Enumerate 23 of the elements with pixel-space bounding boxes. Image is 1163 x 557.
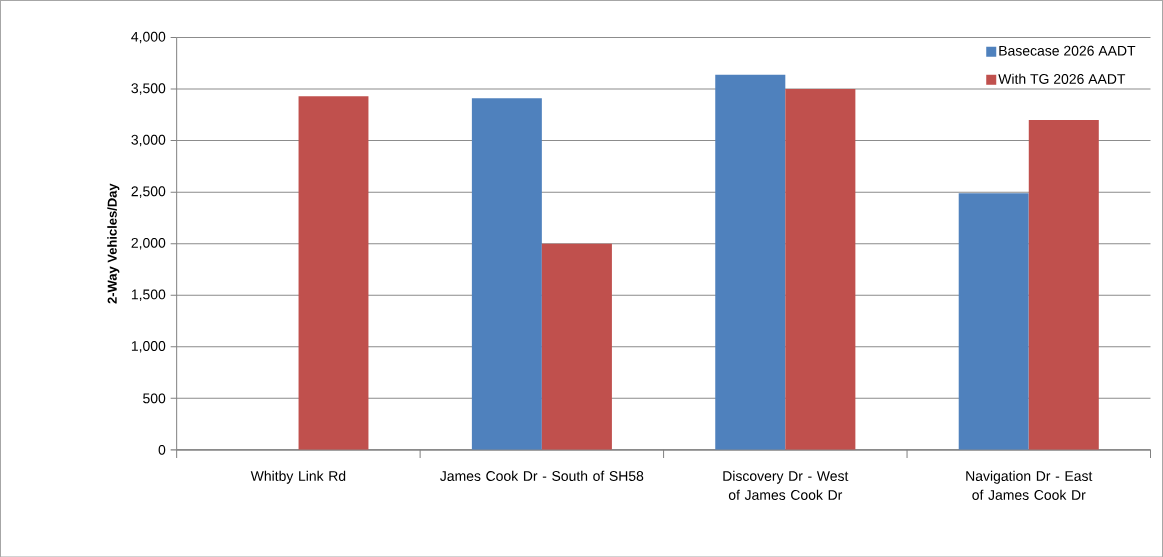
x-tick-label: Whitby Link Rd	[250, 470, 346, 484]
y-tick-label: 1,500	[131, 289, 166, 301]
y-tick-label: 4,000	[131, 31, 166, 44]
y-tick-label: 2,500	[131, 186, 166, 198]
bar	[471, 98, 542, 450]
y-tick-label: 0	[158, 444, 166, 455]
x-tick-label: James Cook Dr - South of SH58	[440, 470, 644, 481]
x-tick-label: Navigation Dr - East of James Cook Dr	[966, 470, 1093, 500]
legend-label: With TG 2026 AADT	[998, 73, 1126, 84]
bar	[541, 243, 612, 450]
y-tick-label: 3,000	[131, 134, 166, 147]
y-tick-label: 1,000	[131, 340, 166, 353]
y-tick-label: 500	[143, 393, 166, 404]
bar	[298, 96, 369, 450]
x-tick-label: Discovery Dr - West of James Cook Dr	[723, 470, 849, 500]
y-tick-label: 3,500	[131, 83, 166, 95]
bar	[715, 74, 786, 450]
y-tick-label: 2,000	[131, 237, 166, 250]
bar	[785, 88, 856, 450]
bar	[958, 192, 1029, 450]
bar	[1028, 119, 1099, 450]
y-axis-title: 2-Way Vehicles/Day	[107, 183, 120, 304]
legend-label: Basecase 2026 AADT	[999, 45, 1136, 56]
